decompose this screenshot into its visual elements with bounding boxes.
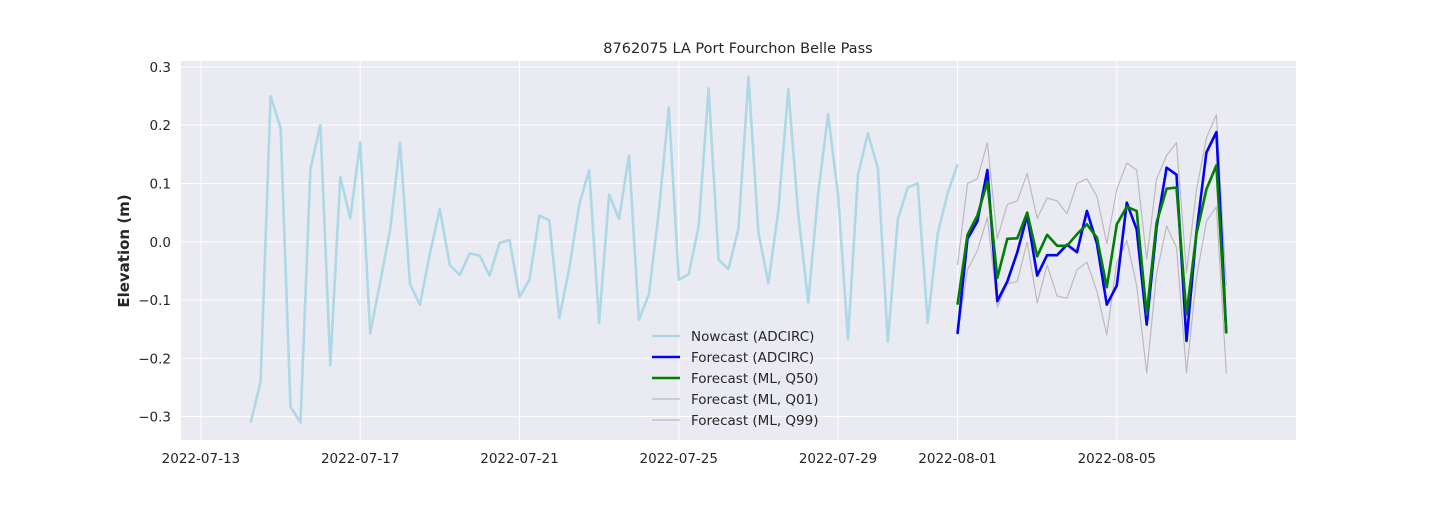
x-tick-label: 2022-07-13 bbox=[162, 451, 240, 467]
x-tick-label: 2022-08-05 bbox=[1078, 451, 1156, 467]
y-tick-label: −0.3 bbox=[138, 410, 171, 426]
series-line-0 bbox=[249, 75, 959, 424]
series-line-4 bbox=[956, 113, 1227, 286]
y-tick-label: 0.2 bbox=[150, 118, 171, 134]
x-tick-label: 2022-07-21 bbox=[480, 451, 558, 467]
series-line-2 bbox=[956, 164, 1228, 334]
legend-label: Forecast (ML, Q99) bbox=[691, 413, 819, 429]
y-tick-label: 0.0 bbox=[150, 235, 171, 251]
chart-title: 8762075 LA Port Fourchon Belle Pass bbox=[603, 41, 872, 57]
y-tick-label: 0.1 bbox=[150, 176, 171, 192]
y-tick-label: −0.1 bbox=[138, 293, 171, 309]
x-tick-label: 2022-07-29 bbox=[799, 451, 877, 467]
x-axis-ticks: 2022-07-13 2022-07-17 2022-07-21 2022-07-25… bbox=[162, 451, 1156, 467]
series-layer bbox=[249, 75, 1228, 424]
y-axis-ticks: −0.3 −0.2 −0.1 0.0 0.1 0.2 0.3 bbox=[138, 60, 171, 426]
y-tick-label: 0.3 bbox=[150, 60, 171, 76]
x-tick-label: 2022-08-01 bbox=[918, 451, 996, 467]
x-tick-label: 2022-07-17 bbox=[321, 451, 399, 467]
y-axis-label: Elevation (m) bbox=[115, 194, 133, 307]
legend-label: Forecast (ML, Q01) bbox=[691, 392, 819, 408]
y-tick-label: −0.2 bbox=[138, 351, 171, 367]
legend-label: Nowcast (ADCIRC) bbox=[691, 329, 814, 345]
legend-label: Forecast (ML, Q50) bbox=[691, 371, 819, 387]
legend: Nowcast (ADCIRC) Forecast (ADCIRC) Forecas… bbox=[652, 329, 819, 429]
x-tick-label: 2022-07-25 bbox=[640, 451, 718, 467]
series-line-3 bbox=[956, 206, 1227, 374]
legend-label: Forecast (ADCIRC) bbox=[691, 350, 814, 366]
